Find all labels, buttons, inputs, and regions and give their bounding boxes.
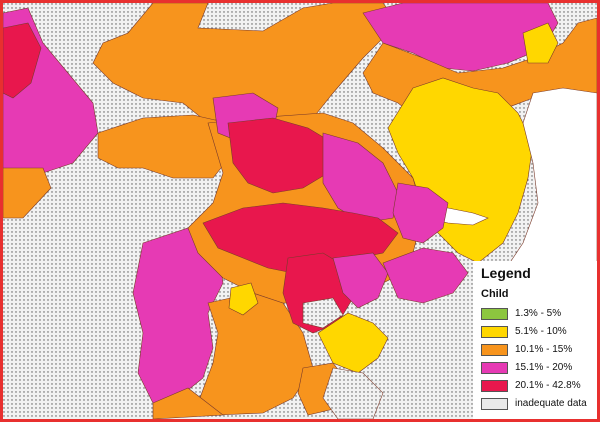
region-red-core (202, 202, 399, 274)
legend-label: 20.1% - 42.8% (515, 380, 581, 391)
region-east-yellow (387, 77, 534, 264)
legend-swatch (481, 326, 508, 338)
region-west-orange (3, 167, 52, 219)
legend-label: inadequate data (515, 398, 587, 409)
region-magenta-south (332, 252, 389, 309)
legend-item: 1.3% - 5% (481, 307, 597, 321)
legend-swatch (481, 344, 508, 356)
region-northeast-magenta (362, 3, 559, 72)
legend-subtitle: Child (481, 288, 509, 300)
region-yellow-small-west (228, 282, 259, 316)
legend-swatch (481, 398, 508, 410)
legend-label: 10.1% - 15% (515, 344, 573, 355)
legend-swatch (481, 380, 508, 392)
legend-label: 1.3% - 5% (515, 308, 562, 319)
region-magenta-southeast (382, 247, 469, 304)
legend-swatch (481, 308, 508, 320)
region-magenta-east (392, 182, 449, 244)
choropleth-map (3, 3, 597, 419)
region-west-red (3, 22, 42, 99)
region-yellow-south (317, 312, 389, 374)
inadequate-data-south (322, 367, 384, 419)
region-far-south-orange (152, 387, 224, 419)
legend-swatch (481, 362, 508, 374)
legend-title: Legend (481, 265, 531, 281)
legend-label: 15.1% - 20% (515, 362, 573, 373)
region-central-red-north (227, 117, 334, 194)
region-east-yellow-north (522, 22, 559, 64)
legend-item: inadequate data (481, 397, 597, 411)
region-central-magenta-ring (322, 132, 399, 224)
legend-item: 20.1% - 42.8% (481, 379, 597, 393)
legend-label: 5.1% - 10% (515, 326, 567, 337)
inadequate-data-island (302, 297, 344, 329)
legend-item: 10.1% - 15% (481, 343, 597, 357)
legend-item: 5.1% - 10% (481, 325, 597, 339)
legend-item: 15.1% - 20% (481, 361, 597, 375)
region-mid-orange-band (97, 114, 234, 179)
legend: Legend Child 1.3% - 5% 5.1% - 10% 10.1% … (473, 261, 597, 419)
